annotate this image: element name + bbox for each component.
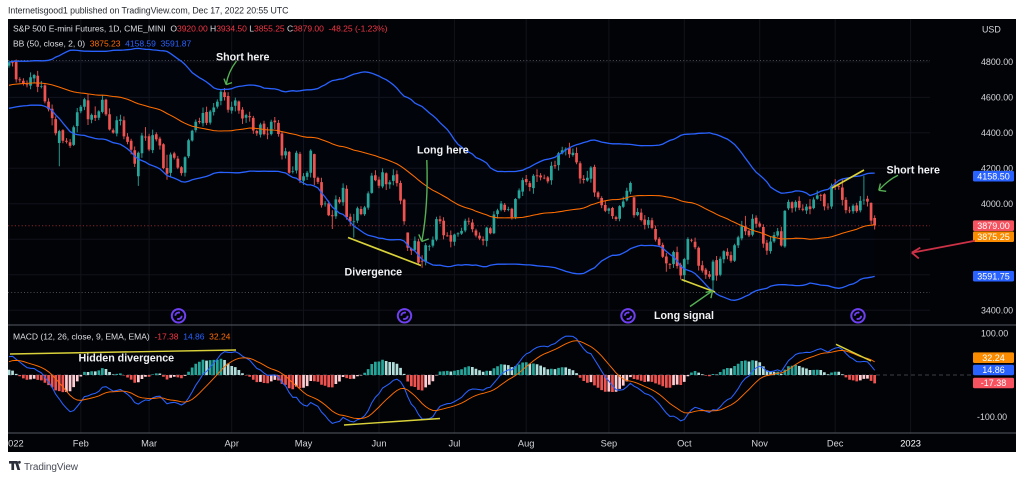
- svg-text:14.86: 14.86: [982, 365, 1005, 375]
- svg-text:4400.00: 4400.00: [981, 128, 1013, 138]
- svg-text:3875.25: 3875.25: [977, 232, 1010, 242]
- svg-text:3591.75: 3591.75: [977, 271, 1010, 281]
- svg-text:2022: 2022: [3, 439, 24, 449]
- svg-text:May: May: [295, 439, 313, 449]
- svg-text:32.24: 32.24: [982, 353, 1005, 363]
- svg-text:4800.00: 4800.00: [981, 57, 1013, 67]
- svg-text:Hidden divergence: Hidden divergence: [79, 353, 175, 365]
- svg-text:Divergence: Divergence: [345, 267, 403, 279]
- svg-text:4200.00: 4200.00: [981, 164, 1013, 174]
- svg-text:Dec: Dec: [827, 439, 844, 449]
- svg-text:Long signal: Long signal: [654, 310, 714, 322]
- svg-text:Jun: Jun: [372, 439, 387, 449]
- svg-text:TradingView: TradingView: [24, 462, 79, 473]
- svg-text:Short here: Short here: [887, 165, 941, 177]
- svg-text:100.00: 100.00: [981, 329, 1008, 339]
- svg-text:Jul: Jul: [448, 439, 460, 449]
- svg-text:Apr: Apr: [224, 439, 238, 449]
- svg-text:Feb: Feb: [73, 439, 89, 449]
- svg-text:MACD (12, 26, close, 9, EMA, E: MACD (12, 26, close, 9, EMA, EMA) -17.38…: [13, 332, 231, 342]
- svg-text:Short here: Short here: [216, 52, 270, 64]
- svg-text:BB (50, close, 2, 0) 3875.23: BB (50, close, 2, 0) 3875.23 4158.59 359…: [13, 39, 192, 49]
- svg-text:Mar: Mar: [141, 439, 157, 449]
- svg-text:-17.38: -17.38: [981, 378, 1007, 388]
- svg-text:4000.00: 4000.00: [981, 199, 1013, 209]
- svg-text:Internetisgood1 published on T: Internetisgood1 published on TradingView…: [8, 6, 289, 16]
- svg-text:3879.00: 3879.00: [977, 221, 1010, 231]
- svg-text:Long here: Long here: [417, 145, 469, 157]
- svg-text:4600.00: 4600.00: [981, 93, 1013, 103]
- svg-text:Oct: Oct: [677, 439, 692, 449]
- svg-text:2023: 2023: [900, 439, 921, 449]
- svg-text:Nov: Nov: [751, 439, 768, 449]
- svg-text:4158.50: 4158.50: [977, 171, 1010, 181]
- svg-text:Sep: Sep: [601, 439, 618, 449]
- svg-text:-100.00: -100.00: [977, 412, 1007, 422]
- svg-text:3400.00: 3400.00: [981, 305, 1013, 315]
- svg-text:USD: USD: [982, 24, 1001, 34]
- svg-text:S&P 500 E-mini Futures, 1D, CM: S&P 500 E-mini Futures, 1D, CME_MINI O39…: [13, 24, 388, 34]
- svg-text:Aug: Aug: [518, 439, 535, 449]
